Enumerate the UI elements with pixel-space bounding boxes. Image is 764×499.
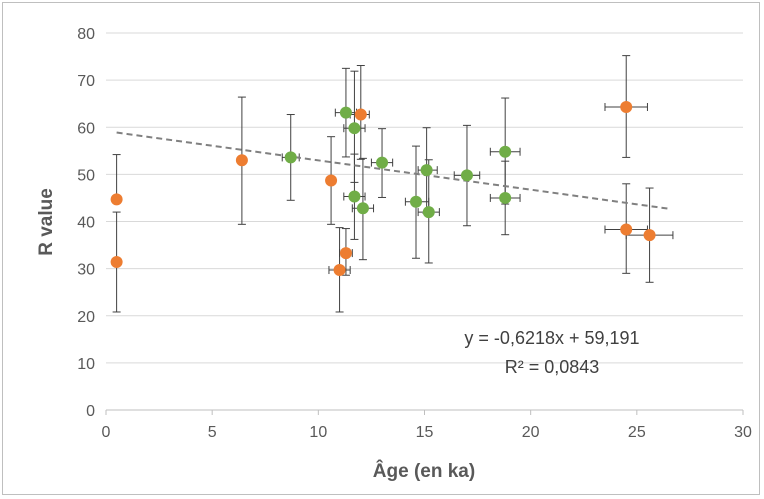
y-tick-label: 40: [77, 215, 95, 232]
y-tick-label: 70: [77, 73, 95, 90]
data-point-orange: [620, 223, 633, 236]
data-point-green: [356, 202, 369, 215]
data-point-orange: [354, 108, 367, 121]
data-point-green: [348, 122, 361, 135]
data-point-orange: [110, 256, 123, 269]
y-tick-label: 80: [77, 26, 95, 43]
data-point-orange: [235, 154, 248, 167]
x-tick-label: 30: [734, 424, 752, 441]
data-point-orange: [643, 229, 656, 242]
y-tick-label: 20: [77, 309, 95, 326]
data-point-green: [422, 206, 435, 219]
x-axis-title: Âge (en ka): [373, 460, 475, 482]
data-point-green: [410, 195, 423, 208]
data-point-green: [420, 164, 433, 177]
x-tick-label: 5: [208, 424, 217, 441]
trendline-equation: y = -0,6218x + 59,191: [464, 328, 639, 348]
trendline: [116, 131, 669, 210]
data-point-orange: [110, 193, 123, 206]
y-tick-label: 50: [77, 167, 95, 184]
x-tick-label: 20: [522, 424, 540, 441]
x-tick-label: 10: [309, 424, 327, 441]
y-axis-title: R value: [36, 188, 57, 256]
y-tick-label: 60: [77, 120, 95, 137]
x-tick-label: 25: [628, 424, 646, 441]
data-point-green: [376, 156, 389, 169]
y-tick-label: 30: [77, 262, 95, 279]
data-point-orange: [325, 174, 338, 187]
y-axis-ticks: 0 10 20 30 40 50 60 70 80: [77, 26, 95, 420]
data-point-green: [460, 169, 473, 182]
x-tick-label: 0: [102, 424, 111, 441]
x-axis-ticks: 0 5 10 15 20 25 30: [102, 410, 752, 441]
error-bars: [112, 55, 674, 313]
data-point-green: [339, 106, 352, 119]
y-tick-label: 0: [86, 403, 95, 420]
x-tick-label: 15: [416, 424, 434, 441]
gridlines: [106, 32, 743, 411]
trendline-r2: R² = 0,0843: [505, 357, 600, 377]
data-point-green: [348, 190, 361, 203]
data-point-orange: [620, 100, 633, 113]
trendline-line: [116, 131, 669, 210]
data-point-green: [284, 151, 297, 164]
data-points: [110, 100, 656, 277]
data-point-orange: [333, 264, 346, 277]
data-point-orange: [339, 247, 352, 260]
y-tick-label: 10: [77, 356, 95, 373]
data-point-green: [499, 145, 512, 158]
data-point-green: [499, 191, 512, 204]
